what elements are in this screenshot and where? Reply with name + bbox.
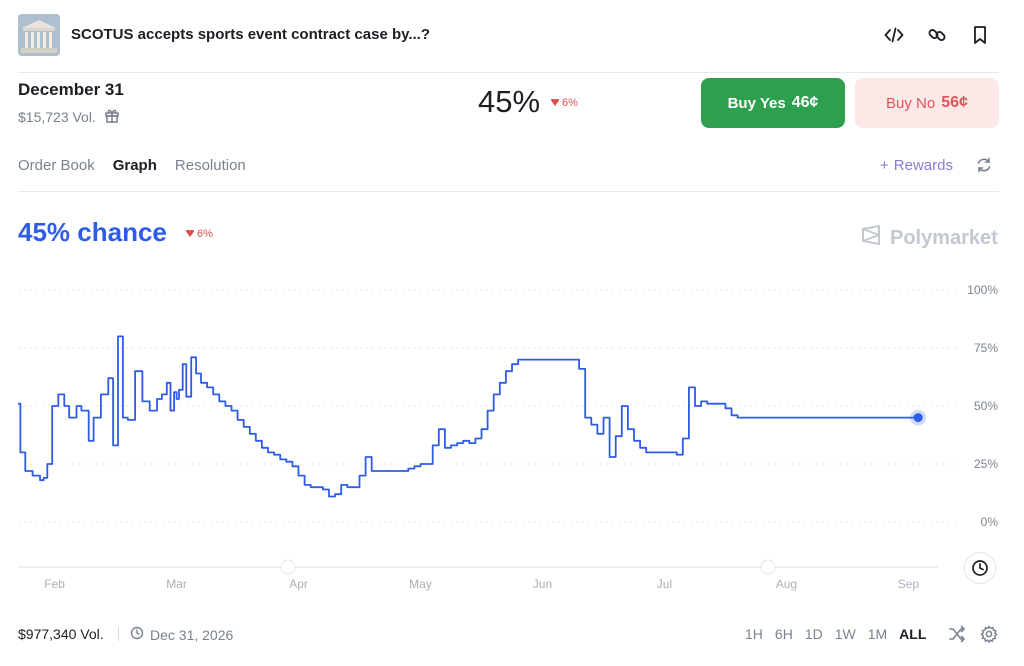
- clock-small-icon: [130, 626, 144, 643]
- x-tick-label: Jun: [533, 577, 552, 591]
- series-line: [18, 335, 919, 498]
- range-handle-left[interactable]: [280, 559, 296, 575]
- buy-yes-price: 46¢: [791, 94, 819, 111]
- clock-icon[interactable]: [964, 552, 996, 584]
- brand-name: Polymarket: [890, 226, 998, 249]
- range-1d[interactable]: 1D: [804, 626, 823, 642]
- y-tick-label: 25%: [974, 457, 998, 471]
- buy-no-label: Buy No: [886, 94, 936, 112]
- tab-bar: Order Book Graph Resolution: [18, 157, 246, 174]
- y-tick-label: 0%: [981, 515, 999, 529]
- market-date: December 31: [18, 80, 124, 99]
- tabs-divider: [18, 191, 999, 192]
- timeline-track: [18, 566, 938, 568]
- y-tick-label: 100%: [967, 283, 998, 297]
- bookmark-icon[interactable]: [969, 24, 991, 46]
- end-date-text: Dec 31, 2026: [150, 626, 234, 643]
- refresh-icon[interactable]: [975, 156, 995, 176]
- x-tick-label: May: [409, 577, 432, 591]
- price-chart[interactable]: 100% 75% 50% 25% 0% Feb Mar Apr May Jun Jul Aug Sep: [0, 270, 1024, 600]
- chance-label: 45% chance: [18, 217, 167, 247]
- buy-no-price: 56¢: [941, 94, 968, 111]
- y-tick-label: 75%: [974, 341, 998, 355]
- polymarket-logo-icon: [860, 224, 882, 252]
- polymarket-watermark: Polymarket: [860, 224, 998, 252]
- probability-delta-text: 6%: [562, 97, 578, 109]
- x-tick-label: Jul: [657, 577, 672, 591]
- probability-delta: 6%: [551, 97, 578, 109]
- footer-separator: [118, 627, 119, 641]
- range-1h[interactable]: 1H: [745, 626, 763, 642]
- chart-grid: [18, 289, 958, 523]
- y-tick-label: 50%: [974, 399, 998, 413]
- x-tick-label: Sep: [898, 577, 920, 591]
- chance-delta: 6%: [186, 228, 213, 240]
- end-date: Dec 31, 2026: [130, 626, 233, 643]
- chance-delta-text: 6%: [197, 228, 213, 240]
- shuffle-icon[interactable]: [948, 625, 968, 645]
- rewards-link[interactable]: + Rewards: [880, 157, 953, 174]
- gift-icon[interactable]: [104, 107, 120, 126]
- range-1m[interactable]: 1M: [867, 626, 888, 642]
- embed-icon[interactable]: [883, 24, 905, 46]
- tab-resolution[interactable]: Resolution: [174, 157, 246, 174]
- down-triangle-icon: [551, 97, 559, 109]
- buy-yes-button[interactable]: Buy Yes 46¢: [701, 78, 845, 128]
- link-icon[interactable]: [926, 24, 948, 46]
- rewards-label: Rewards: [893, 157, 953, 174]
- down-triangle-icon: [186, 228, 194, 240]
- x-axis-ticks: Feb Mar Apr May Jun Jul Aug Sep: [44, 577, 919, 591]
- market-volume-text: $15,723 Vol.: [18, 108, 96, 125]
- y-axis-ticks: 100% 75% 50% 25% 0%: [967, 283, 998, 529]
- plus-icon: +: [880, 157, 889, 174]
- settings-gear-icon[interactable]: [980, 625, 1000, 645]
- range-1w[interactable]: 1W: [834, 626, 856, 642]
- tab-graph[interactable]: Graph: [112, 157, 157, 174]
- x-tick-label: Feb: [44, 577, 65, 591]
- probability-value: 45%: [478, 84, 541, 119]
- header-divider: [18, 72, 999, 73]
- market-title: SCOTUS accepts sports event contract cas…: [71, 26, 431, 43]
- buy-yes-label: Buy Yes: [727, 94, 786, 112]
- x-tick-label: Apr: [289, 577, 308, 591]
- current-point-marker[interactable]: [913, 413, 923, 423]
- range-all[interactable]: ALL: [899, 626, 927, 642]
- range-6h[interactable]: 6H: [774, 626, 793, 642]
- x-tick-label: Mar: [166, 577, 187, 591]
- time-range-selector: 1H 6H 1D 1W 1M ALL: [745, 626, 926, 642]
- range-handle-right[interactable]: [760, 559, 776, 575]
- market-volume: $15,723 Vol.: [18, 107, 120, 126]
- x-tick-label: Aug: [776, 577, 797, 591]
- buy-no-button[interactable]: Buy No 56¢: [855, 78, 999, 128]
- total-volume: $977,340 Vol.: [18, 626, 104, 642]
- market-thumbnail: [18, 14, 60, 56]
- tab-order-book[interactable]: Order Book: [18, 157, 95, 174]
